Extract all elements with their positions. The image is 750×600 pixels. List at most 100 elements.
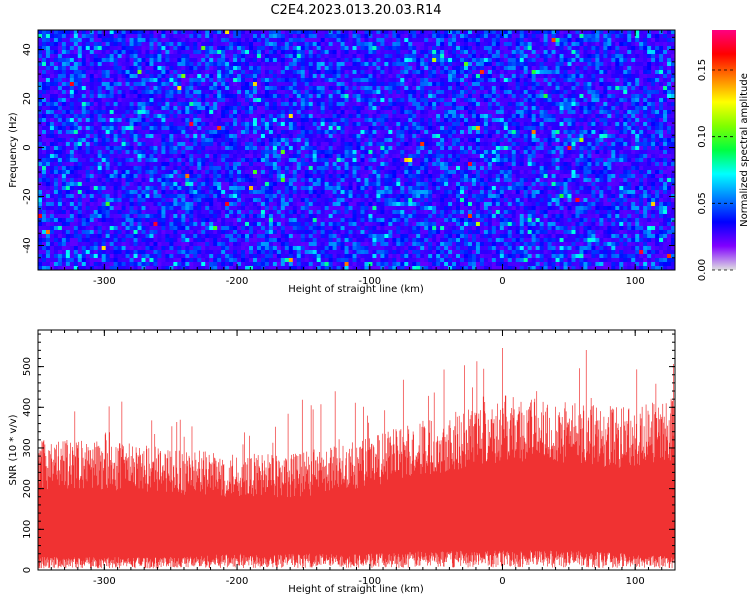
heatmap-cell	[177, 94, 182, 99]
heatmap-cell	[631, 150, 636, 155]
heatmap-cell	[495, 142, 501, 147]
heatmap-cell	[527, 34, 533, 39]
heatmap-cell	[249, 70, 254, 75]
heatmap-cell	[372, 58, 377, 63]
heatmap-cell	[467, 122, 473, 127]
heatmap-cell	[352, 130, 357, 135]
heatmap-cell	[627, 58, 632, 63]
heatmap-cell	[440, 70, 445, 75]
heatmap-cell	[300, 46, 306, 51]
heatmap-cell	[575, 30, 580, 35]
heatmap-cell	[671, 82, 675, 87]
heatmap-cell	[595, 90, 600, 95]
heatmap-cell	[292, 102, 298, 107]
heatmap-cell	[237, 118, 242, 123]
heatmap-cell	[360, 130, 365, 135]
heatmap-cell	[105, 74, 111, 79]
heatmap-cell	[93, 70, 99, 75]
heatmap-cell	[440, 46, 445, 51]
heatmap-cell	[213, 122, 218, 127]
heatmap-cell	[467, 98, 473, 103]
heatmap-cell	[205, 42, 210, 47]
heatmap-cell	[543, 38, 548, 43]
heatmap-cell	[404, 134, 409, 139]
heatmap-cell	[495, 54, 501, 59]
heatmap-cell	[41, 154, 47, 159]
heatmap-cell	[619, 82, 624, 87]
heatmap-cell	[245, 106, 250, 111]
heatmap-cell	[531, 94, 537, 99]
heatmap-cell	[376, 50, 381, 55]
heatmap-cell	[252, 110, 258, 115]
heatmap-cell	[276, 134, 282, 139]
heatmap-cell	[133, 110, 138, 115]
heatmap-cell	[408, 58, 413, 63]
heatmap-cell	[531, 138, 537, 143]
heatmap-cell	[507, 42, 513, 47]
heatmap-cell	[463, 102, 469, 107]
heatmap-cell	[368, 134, 373, 139]
heatmap-cell	[213, 90, 218, 95]
heatmap-cell	[559, 54, 564, 59]
heatmap-cell	[376, 122, 381, 127]
heatmap-cell	[113, 46, 119, 51]
heatmap-cell	[416, 126, 421, 131]
heatmap-cell	[456, 58, 461, 63]
heatmap-cell	[77, 118, 83, 123]
heatmap-cell	[328, 94, 334, 99]
heatmap-cell	[575, 74, 580, 79]
heatmap-cell	[467, 42, 473, 47]
heatmap-cell	[551, 138, 556, 143]
heatmap-cell	[165, 126, 170, 131]
heatmap-cell	[599, 142, 604, 147]
heatmap-cell	[229, 142, 234, 147]
heatmap-cell	[603, 34, 608, 39]
heatmap-cell	[392, 118, 397, 123]
heatmap-cell	[607, 42, 612, 47]
heatmap-cell	[559, 42, 564, 47]
heatmap-cell	[209, 118, 214, 123]
heatmap-cell	[213, 118, 218, 123]
heatmap-cell	[181, 34, 186, 39]
heatmap-cell	[571, 126, 576, 131]
heatmap-cell	[535, 110, 541, 115]
heatmap-cell	[193, 54, 198, 59]
heatmap-cell	[551, 118, 556, 123]
heatmap-cell	[296, 110, 302, 115]
heatmap-cell	[308, 98, 314, 103]
heatmap-cell	[515, 138, 521, 143]
heatmap-cell	[420, 106, 425, 111]
heatmap-cell	[631, 122, 636, 127]
heatmap-cell	[85, 86, 91, 91]
heatmap-cell	[169, 118, 174, 123]
heatmap-cell	[456, 134, 461, 139]
heatmap-cell	[599, 102, 604, 107]
heatmap-cell	[511, 126, 517, 131]
heatmap-cell	[81, 138, 87, 143]
heatmap-cell	[245, 62, 250, 67]
heatmap-cell	[145, 146, 150, 151]
heatmap-cell	[523, 126, 529, 131]
heatmap-cell	[121, 58, 126, 63]
heatmap-cell	[575, 70, 580, 75]
heatmap-cell	[583, 38, 588, 43]
heatmap-cell	[547, 42, 552, 47]
heatmap-cell	[308, 54, 314, 59]
heatmap-cell	[221, 138, 226, 143]
heatmap-cell	[659, 38, 664, 43]
heatmap-cell	[113, 154, 119, 159]
heatmap-cell	[245, 30, 250, 35]
heatmap-cell	[575, 106, 580, 111]
heatmap-cell	[615, 102, 620, 107]
heatmap-cell	[515, 126, 521, 131]
heatmap-cell	[356, 74, 361, 79]
heatmap-cell	[237, 122, 242, 127]
heatmap-cell	[428, 122, 433, 127]
heatmap-cell	[233, 110, 238, 115]
heatmap-cell	[416, 110, 421, 115]
heatmap-cell	[460, 90, 465, 95]
heatmap-cell	[173, 78, 178, 83]
heatmap-cell	[145, 78, 150, 83]
heatmap-cell	[213, 138, 218, 143]
heatmap-cell	[471, 50, 477, 55]
